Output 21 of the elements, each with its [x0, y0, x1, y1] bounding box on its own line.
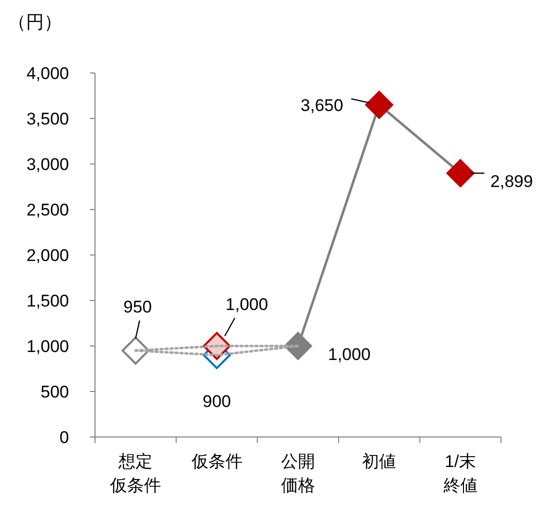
y-tick-label: 0	[60, 428, 69, 447]
annotation: 950	[123, 298, 152, 317]
y-tick-label: 3,000	[26, 155, 69, 174]
y-tick-label: 2,500	[26, 200, 69, 220]
y-tick-label: 4,000	[26, 64, 69, 83]
annotation: 900	[202, 392, 231, 412]
y-tick-label: 3,500	[26, 110, 69, 128]
x-tick-label: 1/末終値	[442, 452, 478, 495]
annotation: 1,000	[226, 295, 268, 314]
annotation: 3,650	[300, 96, 344, 115]
y-tick-label: 1,000	[26, 337, 69, 356]
y-tick-label: 500	[40, 382, 69, 402]
x-tick-label: 公開価格	[281, 452, 315, 495]
y-axis-title: （円）	[8, 12, 62, 32]
annotation: 1,000	[328, 345, 371, 364]
y-tick-label: 2,000	[26, 246, 69, 265]
annotation: 2,899	[490, 172, 533, 192]
y-tick-label: 1,500	[26, 292, 69, 310]
x-tick-label: 初値	[362, 452, 396, 471]
x-tick-label: 仮条件	[190, 452, 242, 471]
x-tick-label: 想定仮条件	[109, 452, 162, 495]
